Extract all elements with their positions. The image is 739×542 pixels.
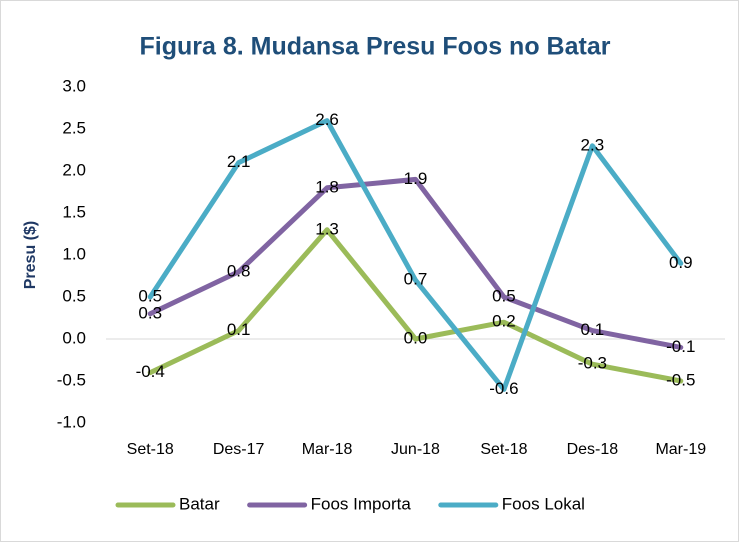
data-label: -0.5 <box>666 370 695 389</box>
data-label: 1.3 <box>315 219 339 238</box>
data-label: 0.3 <box>138 303 162 322</box>
data-label: 0.5 <box>138 286 162 305</box>
data-label: 1.8 <box>315 177 339 196</box>
data-label: 1.9 <box>404 169 428 188</box>
y-tick-label: -0.5 <box>57 370 86 389</box>
x-tick-label: Jun-18 <box>391 441 440 458</box>
data-label: -0.1 <box>666 337 695 356</box>
data-label: 0.5 <box>492 286 516 305</box>
series-line <box>147 176 684 350</box>
data-label: -0.4 <box>136 362 165 381</box>
x-tick-label: Set-18 <box>127 441 174 458</box>
data-label: 0.7 <box>404 270 428 289</box>
x-tick-label: Mar-18 <box>302 441 353 458</box>
data-label: 2.6 <box>315 110 339 129</box>
x-tick-label: Mar-19 <box>655 441 706 458</box>
data-label: 2.1 <box>227 152 251 171</box>
y-tick-label: 3.0 <box>62 76 86 95</box>
legend-label: Batar <box>179 494 220 513</box>
y-axis-label: Presu ($) <box>22 221 39 289</box>
data-label: 0.1 <box>227 320 251 339</box>
data-label: 2.3 <box>581 135 605 154</box>
y-tick-label: 1.5 <box>62 202 86 221</box>
data-label: 0.8 <box>227 261 251 280</box>
legend-label: Foos Lokal <box>502 494 585 513</box>
data-label: -0.6 <box>489 379 518 398</box>
series-line <box>147 118 684 392</box>
data-label: 0.1 <box>581 320 605 339</box>
legend-label: Foos Importa <box>311 494 412 513</box>
data-label: 0.2 <box>492 312 516 331</box>
y-tick-label: -1.0 <box>57 412 86 431</box>
x-tick-label: Set-18 <box>480 441 527 458</box>
data-label: 0.9 <box>669 253 693 272</box>
x-tick-label: Des-17 <box>213 441 265 458</box>
data-label: -0.3 <box>578 354 607 373</box>
data-label: 0.0 <box>404 328 428 347</box>
y-tick-label: 0.5 <box>62 286 86 305</box>
chart-title: Figura 8. Mudansa Presu Foos no Batar <box>140 33 611 61</box>
y-tick-label: 2.0 <box>62 160 86 179</box>
y-tick-label: 0.0 <box>62 328 86 347</box>
y-tick-label: 2.5 <box>62 118 86 137</box>
x-tick-label: Des-18 <box>567 441 619 458</box>
series-line <box>147 227 684 384</box>
y-tick-label: 1.0 <box>62 244 86 263</box>
